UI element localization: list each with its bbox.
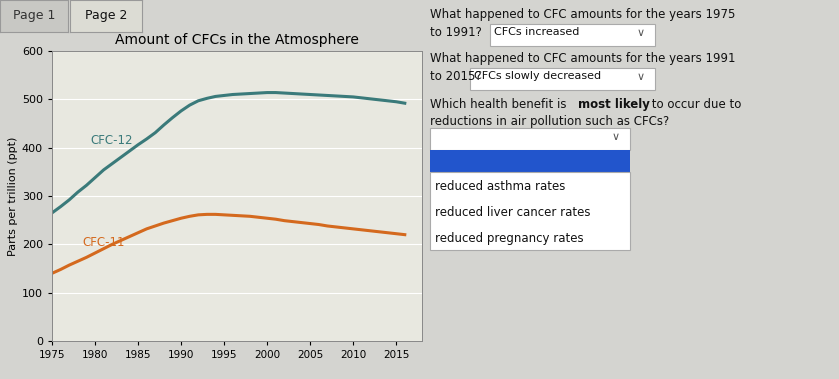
- Text: reduced liver cancer rates: reduced liver cancer rates: [435, 206, 591, 219]
- Text: Page 1: Page 1: [13, 9, 55, 22]
- Text: Which health benefit is: Which health benefit is: [430, 98, 571, 111]
- Y-axis label: Parts per trillion (ppt): Parts per trillion (ppt): [8, 136, 18, 256]
- Text: reduced pregnancy rates: reduced pregnancy rates: [435, 232, 584, 245]
- Text: most likely: most likely: [578, 98, 650, 111]
- Text: to 1991?: to 1991?: [430, 26, 482, 39]
- Text: CFCs slowly decreased: CFCs slowly decreased: [474, 71, 601, 81]
- Text: reductions in air pollution such as CFCs?: reductions in air pollution such as CFCs…: [430, 115, 670, 128]
- Text: CFC-11: CFC-11: [82, 236, 125, 249]
- Text: to occur due to: to occur due to: [648, 98, 742, 111]
- Text: ∨: ∨: [612, 132, 620, 142]
- Text: to 2015?: to 2015?: [430, 70, 482, 83]
- Text: ∨: ∨: [637, 72, 645, 82]
- Text: What happened to CFC amounts for the years 1975: What happened to CFC amounts for the yea…: [430, 8, 735, 21]
- Text: ∨: ∨: [637, 28, 645, 38]
- Text: Page 2: Page 2: [85, 9, 128, 22]
- Title: Amount of CFCs in the Atmosphere: Amount of CFCs in the Atmosphere: [115, 33, 359, 47]
- Text: What happened to CFC amounts for the years 1991: What happened to CFC amounts for the yea…: [430, 52, 736, 65]
- Text: CFCs increased: CFCs increased: [494, 27, 580, 37]
- Text: reduced asthma rates: reduced asthma rates: [435, 180, 565, 193]
- Text: CFC-12: CFC-12: [91, 134, 133, 147]
